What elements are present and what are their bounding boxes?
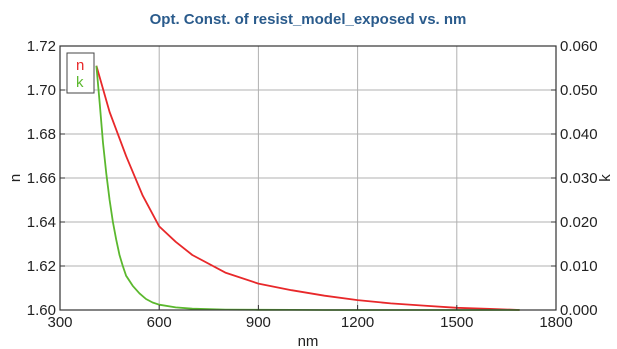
legend-label-n: n <box>76 57 84 74</box>
x-tick-label: 1200 <box>341 314 374 331</box>
series-line-k <box>95 65 520 311</box>
x-tick-label: 1800 <box>539 314 572 331</box>
y-left-tick-label: 1.66 <box>27 170 56 187</box>
y-right-tick-label: 0.010 <box>560 258 598 275</box>
y-right-tick-label: 0.050 <box>560 82 598 99</box>
y-left-tick-label: 1.64 <box>27 214 56 231</box>
y-right-tick-label: 0.040 <box>560 126 598 143</box>
x-tick-label: 300 <box>47 314 72 331</box>
x-tick-label: 1500 <box>440 314 473 331</box>
y-right-tick-label: 0.030 <box>560 170 598 187</box>
legend-label-k: k <box>76 74 84 91</box>
y-left-axis-label: n <box>7 174 24 182</box>
x-tick-label: 900 <box>246 314 271 331</box>
y-left-tick-label: 1.72 <box>27 38 56 55</box>
series-line-n <box>95 65 520 311</box>
series-layer <box>95 65 520 311</box>
ticks <box>59 45 557 311</box>
chart-title: Opt. Const. of resist_model_exposed vs. … <box>150 11 467 28</box>
y-left-tick-label: 1.60 <box>27 302 56 319</box>
tick-labels: 300 600 900 1200 1500 1800 1.60 1.62 1.64 1.66 1.6… <box>27 38 598 331</box>
legend-box <box>66 52 95 94</box>
y-right-axis-label: k <box>597 174 614 182</box>
y-left-tick-label: 1.62 <box>27 258 56 275</box>
y-right-tick-label: 0.020 <box>560 214 598 231</box>
y-left-tick-label: 1.70 <box>27 82 56 99</box>
y-right-tick-label: 0.000 <box>560 302 598 319</box>
grid <box>60 46 556 310</box>
y-right-tick-label: 0.060 <box>560 38 598 55</box>
x-tick-label: 600 <box>147 314 172 331</box>
legend: n k <box>66 52 95 94</box>
x-axis-label: nm <box>298 333 319 349</box>
y-left-tick-label: 1.68 <box>27 126 56 143</box>
